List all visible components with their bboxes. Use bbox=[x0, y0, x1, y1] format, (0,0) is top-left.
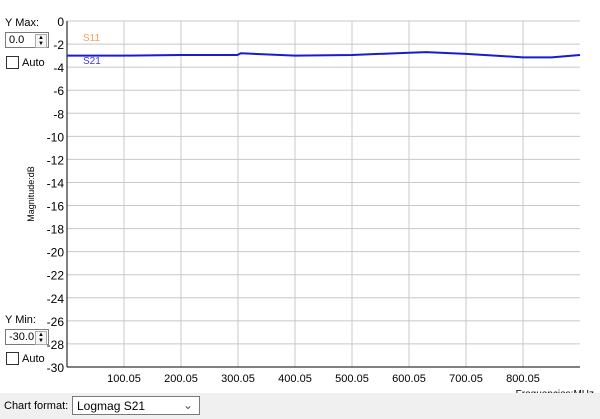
chart-format-value: Logmag S21 bbox=[77, 399, 146, 413]
x-tick-label: 600.05 bbox=[392, 373, 426, 385]
legend-s21: S21 bbox=[83, 56, 101, 67]
y-axis-label: Magnitude:dB bbox=[26, 166, 36, 222]
y-tick-label: 0 bbox=[57, 15, 64, 29]
ymin-value: -30.0 bbox=[9, 331, 35, 343]
x-axis-label: Frequencies:MHz bbox=[516, 389, 594, 393]
y-tick-label: -18 bbox=[47, 223, 65, 237]
legend-s11: S11 bbox=[83, 33, 100, 44]
y-tick-label: -26 bbox=[47, 315, 65, 329]
x-tick-label: 300.05 bbox=[221, 373, 255, 385]
x-tick-label: 500.05 bbox=[335, 373, 369, 385]
y-tick-label: -2 bbox=[53, 38, 64, 52]
ymax-spinner[interactable]: 0.0 ▲ ▼ bbox=[5, 32, 49, 48]
x-tick-label: 200.05 bbox=[164, 373, 198, 385]
y-tick-label: -6 bbox=[53, 84, 64, 98]
x-tick-label: 700.05 bbox=[449, 373, 483, 385]
ymin-auto-checkbox[interactable] bbox=[6, 352, 19, 365]
y-tick-label: -20 bbox=[47, 246, 65, 260]
ymax-auto-label: Auto bbox=[22, 57, 45, 69]
spin-arrows-icon[interactable]: ▲ ▼ bbox=[35, 34, 47, 48]
y-tick-label: -12 bbox=[47, 153, 65, 167]
y-tick-label: -30 bbox=[47, 361, 65, 375]
ymin-label: Y Min: bbox=[5, 314, 36, 326]
ymax-auto-checkbox[interactable] bbox=[6, 56, 19, 69]
ymin-spinner[interactable]: -30.0 ▲ ▼ bbox=[5, 329, 49, 345]
y-tick-label: -10 bbox=[47, 130, 65, 144]
chart: 0 -2 -4 -6 -8 -10 -12 -14 -16 -18 -20 -22 -24 -26 -28 -… bbox=[26, 15, 594, 400]
spin-arrows-icon[interactable]: ▲ ▼ bbox=[35, 331, 47, 345]
series-line-s21 bbox=[67, 51, 581, 59]
ymax-label: Y Max: bbox=[5, 17, 40, 29]
x-tick-label: 100.05 bbox=[107, 373, 141, 385]
y-tick-label: -14 bbox=[47, 176, 65, 190]
chevron-down-icon: ⌄ bbox=[182, 398, 193, 412]
ymax-value: 0.0 bbox=[9, 34, 25, 46]
y-tick-label: -4 bbox=[53, 61, 64, 75]
chart-panel: 0 -2 -4 -6 -8 -10 -12 -14 -16 -18 -20 -22 -24 -26 -28-… bbox=[0, 0, 600, 400]
chart-format-label: Chart format: bbox=[4, 400, 69, 412]
ymin-auto-label: Auto bbox=[22, 353, 45, 365]
y-tick-label: -8 bbox=[53, 107, 64, 121]
chart-format-select[interactable]: Logmag S21 ⌄ bbox=[72, 396, 200, 415]
y-tick-label: -24 bbox=[47, 292, 65, 306]
y-tick-label: -28 bbox=[47, 338, 65, 352]
x-tick-label: 800.05 bbox=[506, 373, 540, 385]
x-tick-label: 400.05 bbox=[278, 373, 312, 385]
y-tick-label: -22 bbox=[47, 269, 65, 283]
y-tick-label: -16 bbox=[47, 200, 65, 214]
